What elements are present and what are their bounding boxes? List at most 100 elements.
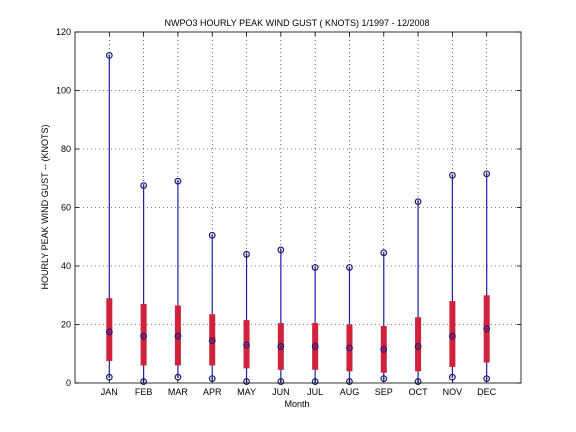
median-marker-center <box>417 345 419 348</box>
box-may <box>243 250 250 385</box>
x-tick-label: FEB <box>135 387 153 397</box>
median-marker <box>414 343 422 350</box>
max-marker-center <box>485 172 488 175</box>
x-tick-label: SEP <box>375 387 393 397</box>
max-marker <box>311 264 319 271</box>
box-mar <box>174 177 182 381</box>
max-marker <box>277 246 285 254</box>
y-tick-label: 20 <box>61 320 71 330</box>
max-marker-center <box>382 251 385 254</box>
min-marker-center <box>382 377 385 380</box>
y-tick-label: 40 <box>61 261 71 271</box>
min-marker <box>140 378 148 385</box>
median-marker <box>243 341 250 349</box>
x-axis: JAN FEB MAR APR MAY JUN JUL AUG SEP OCT NOV DEC <box>101 32 497 397</box>
x-axis-label: Month <box>284 399 309 409</box>
max-marker-center <box>417 200 419 203</box>
max-marker <box>105 52 113 59</box>
min-marker-center <box>108 376 111 379</box>
median-marker-center <box>108 330 111 333</box>
median-marker-center <box>451 335 454 338</box>
median-marker-center <box>177 335 179 338</box>
median-marker-center <box>245 344 248 346</box>
max-marker <box>243 250 250 258</box>
y-tick-label: 60 <box>61 203 71 213</box>
max-marker-center <box>451 174 454 177</box>
max-marker <box>208 231 216 239</box>
max-marker <box>414 198 422 206</box>
box-jun <box>277 246 285 385</box>
min-marker-center <box>177 376 179 379</box>
box-sep <box>380 249 388 383</box>
median-marker <box>105 328 113 336</box>
x-tick-label: MAY <box>237 387 256 397</box>
x-tick-label: MAR <box>168 387 189 397</box>
y-axis: 0 20 40 60 80 100 120 <box>56 27 521 388</box>
x-tick-label: OCT <box>409 387 429 397</box>
max-marker-center <box>211 234 214 237</box>
median-marker-center <box>485 327 488 330</box>
max-marker-center <box>314 266 317 269</box>
x-tick-label: DEC <box>477 387 497 397</box>
box-jan <box>105 52 113 381</box>
y-tick-label: 120 <box>56 27 71 37</box>
median-marker <box>140 332 148 340</box>
min-marker-center <box>211 377 214 380</box>
median-marker-center <box>279 345 282 348</box>
iqr-box <box>415 317 422 372</box>
min-marker <box>243 378 250 385</box>
median-marker <box>174 332 182 340</box>
y-tick-label: 100 <box>56 86 71 96</box>
median-marker-center <box>211 339 214 342</box>
x-tick-label: APR <box>203 387 222 397</box>
box-dec <box>483 170 491 383</box>
y-axis-label: HOURLY PEAK WIND GUST -- (KNOTS) <box>40 124 50 289</box>
max-marker-center <box>142 184 145 187</box>
box-feb <box>140 182 148 385</box>
iqr-box <box>106 298 113 362</box>
median-marker <box>483 325 491 333</box>
max-marker <box>346 264 353 271</box>
max-marker <box>483 170 491 178</box>
median-marker <box>208 337 216 344</box>
median-marker <box>346 344 353 352</box>
iqr-box <box>140 304 147 366</box>
median-marker <box>380 345 388 353</box>
min-marker <box>311 378 319 385</box>
median-marker <box>448 332 456 340</box>
max-marker-center <box>177 180 179 183</box>
max-marker <box>380 249 388 257</box>
x-tick-label: JAN <box>101 387 118 397</box>
median-marker <box>311 343 319 350</box>
x-tick-label: JUN <box>272 387 290 397</box>
max-marker <box>140 182 148 189</box>
max-marker-center <box>108 54 111 57</box>
box-apr <box>208 231 216 383</box>
y-tick-label: 80 <box>61 144 71 154</box>
min-marker-center <box>485 377 488 380</box>
x-tick-label: AUG <box>340 387 360 397</box>
y-tick-label: 0 <box>66 378 71 388</box>
median-marker-center <box>142 335 145 338</box>
max-marker <box>174 177 182 185</box>
box-jul <box>311 264 319 385</box>
median-marker-center <box>348 347 351 349</box>
min-marker <box>414 378 422 385</box>
median-marker <box>277 343 285 350</box>
box-series <box>105 52 491 385</box>
median-marker-center <box>382 348 385 351</box>
box-nov <box>448 171 456 381</box>
min-marker-center <box>451 376 454 379</box>
max-marker <box>448 171 456 179</box>
median-marker-center <box>314 345 317 348</box>
x-tick-label: NOV <box>443 387 463 397</box>
max-marker-center <box>279 249 282 251</box>
min-marker <box>277 378 285 385</box>
max-marker-center <box>245 253 248 256</box>
max-marker-center <box>348 266 351 269</box>
box-aug <box>346 264 353 385</box>
min-marker <box>346 378 353 385</box>
chart-title: NWPO3 HOURLY PEAK WIND GUST ( KNOTS) 1/1… <box>164 18 429 28</box>
box-oct <box>414 198 422 385</box>
